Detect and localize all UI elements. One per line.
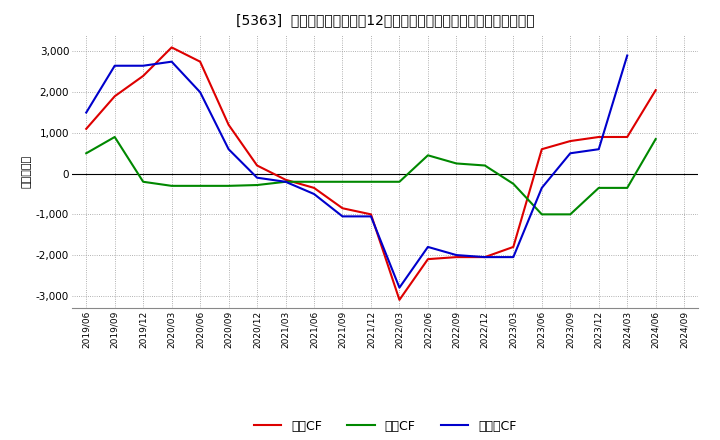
フリーCF bbox=[366, 214, 375, 219]
Line: 投資CF: 投資CF bbox=[86, 137, 656, 214]
営業CF bbox=[338, 205, 347, 211]
フリーCF bbox=[253, 175, 261, 180]
投資CF bbox=[310, 179, 318, 184]
フリーCF bbox=[110, 63, 119, 68]
投資CF bbox=[595, 185, 603, 191]
投資CF bbox=[338, 179, 347, 184]
Y-axis label: （百万円）: （百万円） bbox=[22, 155, 32, 188]
フリーCF bbox=[82, 110, 91, 115]
Line: 営業CF: 営業CF bbox=[86, 48, 656, 300]
営業CF bbox=[196, 59, 204, 64]
営業CF bbox=[480, 254, 489, 260]
フリーCF bbox=[338, 214, 347, 219]
営業CF bbox=[395, 297, 404, 302]
営業CF bbox=[110, 94, 119, 99]
営業CF bbox=[566, 139, 575, 144]
Line: フリーCF: フリーCF bbox=[86, 55, 627, 288]
営業CF bbox=[167, 45, 176, 50]
フリーCF bbox=[310, 191, 318, 197]
投資CF bbox=[623, 185, 631, 191]
フリーCF bbox=[225, 147, 233, 152]
営業CF bbox=[623, 134, 631, 139]
フリーCF bbox=[452, 253, 461, 258]
投資CF bbox=[537, 212, 546, 217]
営業CF bbox=[253, 163, 261, 168]
投資CF bbox=[509, 181, 518, 187]
営業CF bbox=[310, 185, 318, 191]
投資CF bbox=[423, 153, 432, 158]
フリーCF bbox=[566, 150, 575, 156]
フリーCF bbox=[196, 90, 204, 95]
営業CF bbox=[282, 177, 290, 183]
投資CF bbox=[110, 134, 119, 139]
営業CF bbox=[82, 126, 91, 132]
投資CF bbox=[139, 179, 148, 184]
投資CF bbox=[196, 183, 204, 188]
投資CF bbox=[566, 212, 575, 217]
投資CF bbox=[167, 183, 176, 188]
営業CF bbox=[366, 212, 375, 217]
フリーCF bbox=[139, 63, 148, 68]
営業CF bbox=[652, 88, 660, 93]
フリーCF bbox=[282, 179, 290, 184]
Legend: 営業CF, 投資CF, フリーCF: 営業CF, 投資CF, フリーCF bbox=[254, 420, 516, 433]
営業CF bbox=[509, 244, 518, 249]
営業CF bbox=[595, 134, 603, 139]
営業CF bbox=[537, 147, 546, 152]
投資CF bbox=[82, 150, 91, 156]
フリーCF bbox=[395, 285, 404, 290]
投資CF bbox=[225, 183, 233, 188]
フリーCF bbox=[595, 147, 603, 152]
フリーCF bbox=[480, 254, 489, 260]
フリーCF bbox=[509, 254, 518, 260]
営業CF bbox=[423, 257, 432, 262]
投資CF bbox=[395, 179, 404, 184]
投資CF bbox=[652, 136, 660, 142]
投資CF bbox=[253, 183, 261, 188]
フリーCF bbox=[623, 53, 631, 58]
投資CF bbox=[282, 179, 290, 184]
営業CF bbox=[139, 73, 148, 79]
フリーCF bbox=[423, 244, 432, 249]
投資CF bbox=[480, 163, 489, 168]
投資CF bbox=[366, 179, 375, 184]
営業CF bbox=[452, 254, 461, 260]
営業CF bbox=[225, 122, 233, 128]
フリーCF bbox=[537, 185, 546, 191]
投資CF bbox=[452, 161, 461, 166]
フリーCF bbox=[167, 59, 176, 64]
Title: [5363]  キャッシュフローの12か月移動合計の対前年同期増減額の推移: [5363] キャッシュフローの12か月移動合計の対前年同期増減額の推移 bbox=[236, 13, 534, 27]
